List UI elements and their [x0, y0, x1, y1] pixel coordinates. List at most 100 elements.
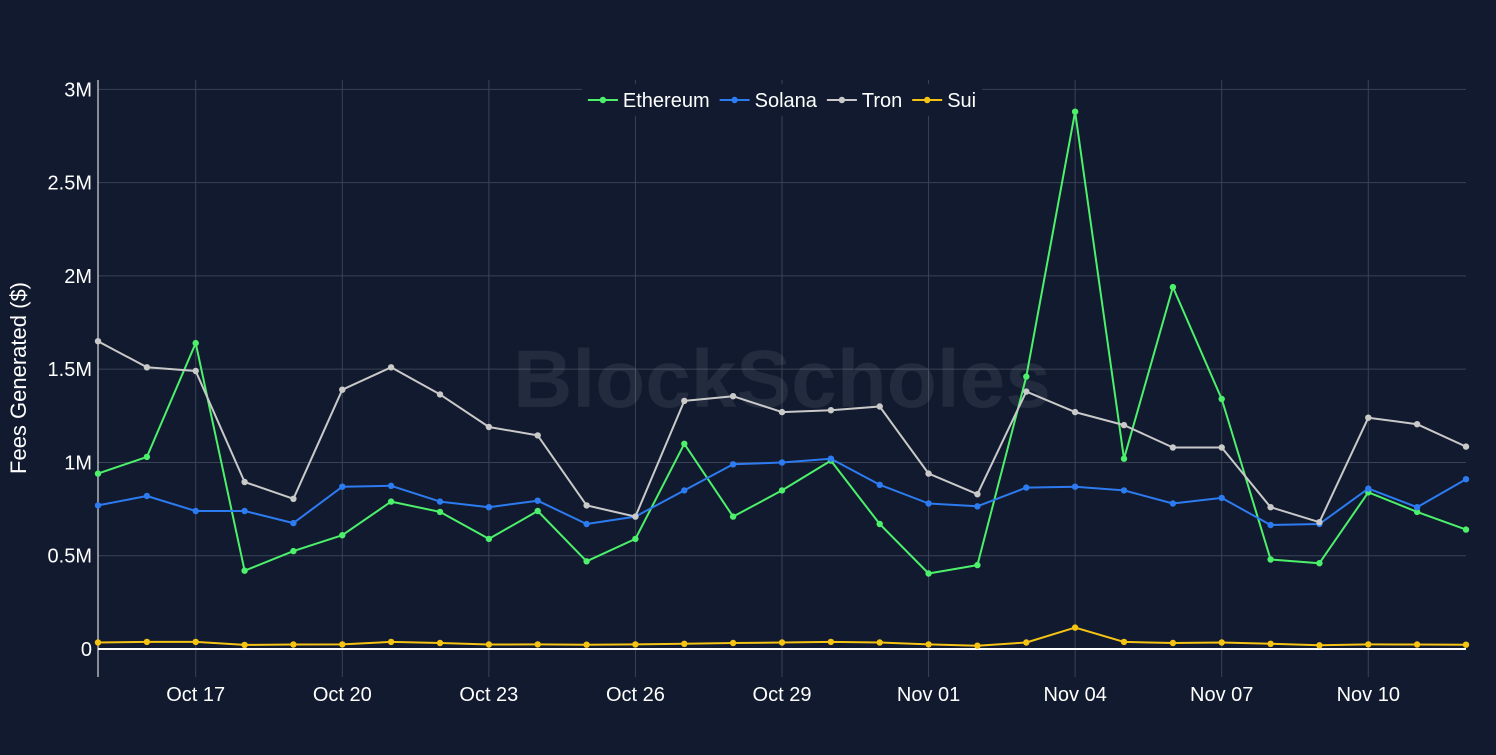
data-point-tron[interactable] — [1218, 444, 1225, 451]
data-point-ethereum[interactable] — [876, 520, 883, 528]
data-point-solana[interactable] — [1169, 500, 1177, 507]
data-point-sui[interactable] — [974, 642, 981, 649]
data-point-solana[interactable] — [1120, 487, 1128, 494]
data-point-sui[interactable] — [1218, 639, 1225, 646]
data-point-sui[interactable] — [827, 638, 835, 646]
data-point-tron[interactable] — [1267, 504, 1274, 511]
data-point-solana[interactable] — [1365, 485, 1372, 492]
legend-item-ethereum[interactable]: Ethereum — [587, 90, 710, 112]
data-point-ethereum[interactable] — [1169, 283, 1177, 291]
data-point-sui[interactable] — [1413, 641, 1421, 648]
data-point-solana[interactable] — [94, 502, 102, 509]
data-point-sui[interactable] — [729, 639, 737, 647]
data-point-tron[interactable] — [1071, 408, 1079, 416]
data-point-tron[interactable] — [1169, 444, 1177, 451]
data-point-ethereum[interactable] — [339, 532, 346, 539]
data-point-ethereum[interactable] — [241, 567, 248, 574]
data-point-ethereum[interactable] — [485, 535, 493, 543]
data-point-tron[interactable] — [1462, 443, 1470, 450]
data-point-solana[interactable] — [681, 487, 688, 494]
data-point-sui[interactable] — [1267, 640, 1274, 647]
data-point-tron[interactable] — [485, 423, 493, 431]
data-point-solana[interactable] — [1023, 484, 1030, 491]
data-point-sui[interactable] — [143, 638, 151, 646]
data-point-ethereum[interactable] — [632, 535, 639, 543]
data-point-sui[interactable] — [485, 641, 493, 648]
data-point-ethereum[interactable] — [925, 570, 932, 577]
data-point-ethereum[interactable] — [290, 547, 297, 555]
data-point-sui[interactable] — [681, 640, 688, 647]
data-point-sui[interactable] — [290, 641, 297, 648]
data-point-solana[interactable] — [925, 500, 932, 507]
data-point-ethereum[interactable] — [1316, 560, 1323, 567]
data-point-tron[interactable] — [387, 364, 395, 371]
data-point-tron[interactable] — [290, 495, 297, 502]
data-point-solana[interactable] — [1071, 483, 1079, 490]
data-point-solana[interactable] — [778, 459, 786, 466]
data-point-solana[interactable] — [1462, 476, 1470, 483]
data-point-solana[interactable] — [974, 503, 981, 510]
data-point-solana[interactable] — [876, 481, 883, 488]
data-point-solana[interactable] — [1218, 494, 1225, 502]
data-point-sui[interactable] — [778, 639, 786, 646]
data-point-sui[interactable] — [192, 638, 199, 646]
legend-item-tron[interactable]: Tron — [826, 90, 902, 112]
data-point-tron[interactable] — [827, 407, 835, 414]
data-point-solana[interactable] — [485, 504, 493, 511]
data-point-solana[interactable] — [192, 507, 199, 515]
data-point-ethereum[interactable] — [192, 339, 199, 347]
data-point-solana[interactable] — [583, 520, 590, 528]
data-point-solana[interactable] — [436, 498, 444, 505]
data-point-sui[interactable] — [534, 641, 541, 648]
data-point-tron[interactable] — [681, 397, 688, 405]
data-point-ethereum[interactable] — [1462, 526, 1470, 533]
data-point-solana[interactable] — [241, 507, 248, 515]
data-point-tron[interactable] — [436, 391, 444, 398]
data-point-sui[interactable] — [1071, 624, 1079, 631]
data-point-ethereum[interactable] — [1218, 395, 1225, 403]
data-point-solana[interactable] — [1413, 504, 1421, 511]
data-point-sui[interactable] — [1365, 641, 1372, 648]
data-point-tron[interactable] — [583, 502, 590, 509]
data-point-tron[interactable] — [1023, 388, 1030, 395]
data-point-ethereum[interactable] — [1023, 373, 1030, 380]
data-point-tron[interactable] — [241, 478, 248, 486]
legend-item-solana[interactable]: Solana — [719, 90, 818, 112]
data-point-tron[interactable] — [974, 491, 981, 498]
data-point-ethereum[interactable] — [778, 487, 786, 494]
data-point-tron[interactable] — [339, 386, 346, 393]
data-point-sui[interactable] — [1169, 639, 1177, 647]
data-point-tron[interactable] — [876, 403, 883, 410]
data-point-tron[interactable] — [1365, 414, 1372, 421]
data-point-ethereum[interactable] — [1120, 455, 1128, 462]
data-point-ethereum[interactable] — [681, 440, 688, 447]
data-point-ethereum[interactable] — [436, 508, 444, 516]
data-point-solana[interactable] — [1267, 521, 1274, 529]
data-point-tron[interactable] — [192, 367, 199, 375]
data-point-solana[interactable] — [143, 492, 151, 500]
data-point-sui[interactable] — [241, 641, 248, 649]
data-point-sui[interactable] — [339, 641, 346, 648]
data-point-tron[interactable] — [1120, 421, 1128, 429]
data-point-solana[interactable] — [729, 461, 737, 468]
data-point-solana[interactable] — [534, 497, 541, 504]
data-point-sui[interactable] — [1120, 638, 1128, 646]
data-point-sui[interactable] — [1462, 641, 1470, 648]
data-point-solana[interactable] — [290, 519, 297, 527]
data-point-sui[interactable] — [1316, 642, 1323, 649]
data-point-ethereum[interactable] — [143, 453, 151, 461]
data-point-tron[interactable] — [143, 364, 151, 371]
data-point-ethereum[interactable] — [534, 507, 541, 515]
data-point-solana[interactable] — [827, 455, 835, 462]
data-point-solana[interactable] — [339, 483, 346, 490]
data-point-sui[interactable] — [1023, 639, 1030, 646]
data-point-sui[interactable] — [925, 641, 932, 648]
data-point-ethereum[interactable] — [1267, 556, 1274, 563]
data-point-sui[interactable] — [387, 638, 395, 646]
data-point-tron[interactable] — [778, 408, 786, 416]
data-point-ethereum[interactable] — [583, 558, 590, 565]
data-point-ethereum[interactable] — [1071, 108, 1079, 115]
data-point-tron[interactable] — [632, 513, 639, 520]
legend[interactable]: Ethereum Solana Tron Sui — [581, 84, 983, 116]
data-point-tron[interactable] — [1413, 421, 1421, 428]
